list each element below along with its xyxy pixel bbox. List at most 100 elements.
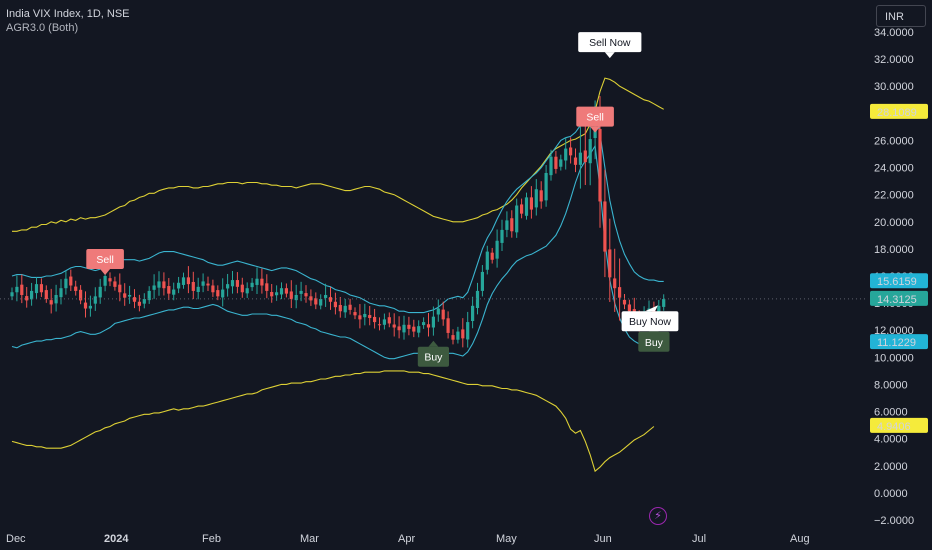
series-value-text: 15.6159 [877, 276, 917, 288]
series-value-text: 4.9406 [877, 421, 911, 433]
series-value-tag [870, 103, 928, 119]
candle-body [309, 296, 313, 301]
series-value-text: 11.1229 [877, 337, 916, 349]
candle-body [603, 201, 607, 252]
candle-body [446, 318, 450, 333]
candle-body [338, 305, 342, 312]
candle-body [265, 283, 269, 291]
price-tick-label: −2.0000 [874, 515, 914, 527]
price-tick-label: 4.0000 [874, 434, 908, 446]
signal-text: Buy [645, 337, 664, 349]
candle-body [255, 278, 259, 285]
candle-body [573, 157, 578, 165]
time-tick-label: Jun [594, 533, 612, 545]
price-tick-label: 32.0000 [874, 54, 914, 66]
price-tick-label: 8.0000 [874, 379, 908, 391]
time-tick-label: Aug [790, 533, 810, 545]
candle-body [588, 139, 592, 164]
candle-body [270, 291, 274, 297]
price-axis[interactable]: −2.0000 0.0000 2.0000 4.0000 6.0000 8.0000 10.… [870, 27, 928, 527]
indicator-name[interactable]: AGR3.0 (Both) [6, 22, 79, 34]
candle-body [505, 220, 509, 230]
candle-body [172, 289, 176, 295]
candle-body [157, 281, 161, 288]
lightning-icon[interactable]: ⚡ [649, 507, 667, 525]
time-tick-label: Mar [300, 533, 319, 545]
candle-body [206, 283, 210, 286]
candle-body [162, 281, 166, 289]
candle-body [275, 292, 279, 296]
candle-body [230, 280, 235, 287]
series-value-tag [870, 334, 928, 350]
candle-body [363, 313, 367, 318]
signal-labels: Sell Buy Sell Sell Now Buy Buy Now [86, 32, 679, 367]
candle-body [480, 271, 484, 291]
candle-body [191, 281, 195, 291]
candle-body [250, 282, 254, 288]
time-tick-label: May [496, 533, 517, 545]
signal-pointer [100, 269, 111, 275]
candle-body [64, 278, 68, 289]
signal-sell: Sell [576, 106, 614, 133]
candle-body [49, 300, 53, 305]
series-value-text: 28.1089 [877, 107, 917, 119]
price-tick-label: 22.0000 [874, 190, 914, 202]
time-tick-label: Dec [6, 533, 26, 545]
candle-body [495, 240, 499, 259]
candle-body [260, 278, 264, 286]
candle-body [475, 290, 480, 308]
price-tick-label: 10.0000 [874, 352, 914, 364]
time-axis[interactable]: Dec 2024 Feb Mar Apr May Jun Jul Aug [6, 533, 810, 545]
candle-body [436, 308, 440, 315]
candle-body [422, 322, 426, 326]
last-price-text: 14.3125 [877, 294, 917, 306]
price-tick-label: 26.0000 [874, 135, 914, 147]
candle-body [343, 305, 347, 313]
price-tick-label: 0.0000 [874, 488, 908, 500]
series-value-tag [870, 417, 928, 433]
candle-body [627, 304, 631, 312]
candle-body [466, 322, 470, 340]
candle-body [137, 301, 141, 306]
candle-body [103, 276, 107, 286]
signal-box [621, 311, 679, 332]
candle-body [456, 331, 460, 340]
candle-body [319, 299, 323, 306]
candle-body [348, 304, 352, 310]
band-line-3 [11, 144, 664, 360]
candle-body [128, 294, 132, 297]
candle-body [216, 290, 220, 297]
candle-body [328, 297, 333, 302]
candle-body [559, 159, 563, 167]
signal-pointer [428, 340, 439, 347]
candle-body [211, 285, 215, 293]
candle-body [534, 189, 538, 208]
candle-body [554, 156, 558, 169]
candles [10, 96, 666, 348]
candle-body [407, 324, 411, 329]
candle-body [294, 294, 298, 301]
candle-body [98, 286, 102, 298]
candle-body [657, 305, 661, 312]
candle-body [324, 294, 328, 298]
candle-body [186, 277, 190, 285]
candle-body [221, 289, 225, 298]
signal-buy: Buy [638, 325, 670, 352]
candle-body [353, 312, 357, 316]
currency-button[interactable]: INR [876, 5, 926, 27]
candle-body [118, 284, 122, 293]
candle-body [152, 285, 156, 290]
candle-body [539, 190, 543, 202]
candle-body [30, 290, 34, 300]
time-tick-label: Feb [202, 533, 221, 545]
candle-body [412, 326, 416, 332]
candle-body [490, 252, 494, 260]
series-value-tag [870, 273, 928, 289]
candle-body [39, 284, 43, 293]
candle-body [34, 284, 39, 294]
candle-body [25, 296, 29, 301]
candle-body [69, 276, 73, 286]
candle-body [123, 293, 127, 298]
candle-body [387, 317, 391, 324]
